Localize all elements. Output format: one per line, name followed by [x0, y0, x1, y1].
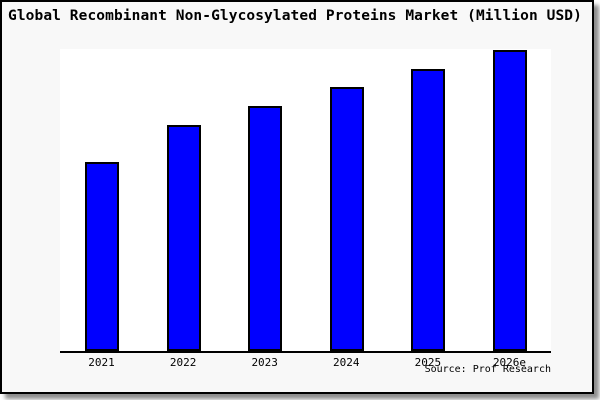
bar-2022 [166, 125, 201, 351]
plot-area [60, 49, 551, 353]
x-tick-label-2025: 2025 [414, 356, 442, 369]
x-tick-label-2026e: 2026e [492, 356, 527, 369]
x-tick-label-2022: 2022 [169, 356, 197, 369]
bar-2026e [493, 50, 527, 351]
bar-2024 [329, 87, 364, 351]
chart-title: Global Recombinant Non-Glycosylated Prot… [8, 8, 582, 24]
x-tick-label-2021: 2021 [88, 356, 115, 369]
bar-2023 [248, 106, 283, 351]
x-tick-label-2023: 2023 [251, 356, 278, 369]
bar-2021 [85, 162, 119, 351]
bar-2025 [411, 69, 446, 351]
x-tick-label-2024: 2024 [333, 356, 360, 369]
source-note: Source: Prof Research [424, 364, 551, 375]
chart-container: Global Recombinant Non-Glycosylated Prot… [0, 0, 594, 394]
